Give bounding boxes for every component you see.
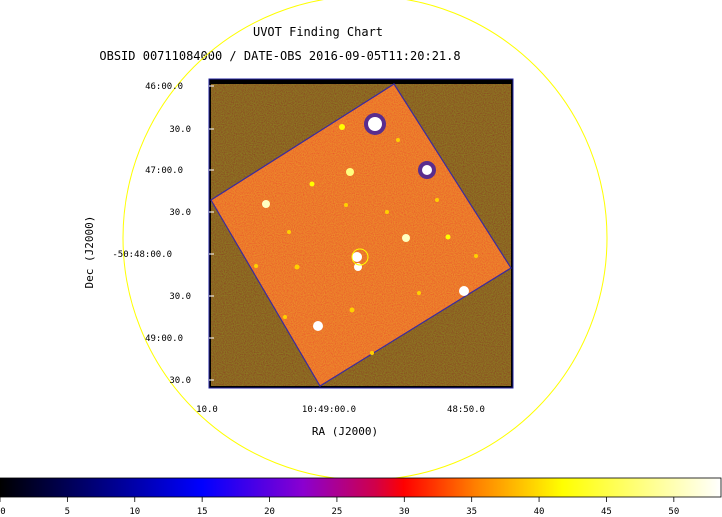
star: [435, 198, 439, 202]
x-tick-label: 10:49:00.0: [302, 405, 356, 415]
stars: [254, 113, 478, 355]
star: [474, 254, 478, 258]
colorbar-tick-label: 20: [264, 507, 275, 517]
exposure-edge: [210, 83, 512, 387]
x-axis-label: RA (J2000): [312, 425, 378, 438]
y-tick-label: 47:00.0: [145, 166, 183, 176]
colorbar-tick-label: 10: [129, 507, 140, 517]
plot-border: [208, 78, 514, 389]
colorbar-tick-label: 25: [331, 507, 342, 517]
star: [294, 264, 300, 270]
star: [370, 351, 374, 355]
star: [417, 291, 421, 295]
star: [385, 210, 389, 214]
colorbar-gradient: [0, 477, 722, 498]
target-circle: [351, 248, 369, 266]
star: [349, 307, 355, 313]
colorbar-tick-label: 40: [534, 507, 545, 517]
star: [309, 181, 315, 187]
star: [287, 230, 291, 234]
colorbar-tick-label: 45: [601, 507, 612, 517]
y-tick-label: 30.0: [169, 376, 191, 386]
y-tick-label: 30.0: [169, 292, 191, 302]
star: [339, 124, 345, 130]
star: [396, 138, 400, 142]
colorbar-tick-label: 50: [668, 507, 679, 517]
colorbar-tick-label: 15: [197, 507, 208, 517]
star: [352, 252, 362, 262]
star: [344, 203, 348, 207]
y-axis-label: Dec (J2000): [83, 216, 96, 289]
colorbar-tick-label: 5: [65, 507, 70, 517]
colorbar-tick-label: 0: [0, 507, 5, 517]
y-tick-label: 46:00.0: [145, 82, 183, 92]
colorbar-tick-label: 30: [399, 507, 410, 517]
chart-title: UVOT Finding Chart: [253, 25, 383, 39]
y-tick-label: 49:00.0: [145, 334, 183, 344]
x-tick-label: 48:50.0: [447, 405, 485, 415]
y-tick-label: -50:48:00.0: [112, 250, 172, 260]
star: [422, 165, 432, 175]
star: [346, 168, 354, 176]
image-frame: [208, 78, 514, 389]
chart-subtitle: OBSID 00711084000 / DATE-OBS 2016-09-05T…: [99, 49, 460, 63]
y-tick-label: 30.0: [169, 125, 191, 135]
colorbar-tick-label: 35: [466, 507, 477, 517]
y-tick-label: 30.0: [169, 208, 191, 218]
star: [283, 315, 287, 319]
star: [254, 264, 258, 268]
y-tick-marks: [209, 85, 214, 381]
colorbar-ticks: 0 5 10 15 20 25 30 35 40 45 50: [0, 497, 679, 517]
star: [368, 117, 382, 131]
star: [262, 200, 270, 208]
star: [445, 234, 451, 240]
image-noise: [211, 84, 511, 386]
colorbar: 0 5 10 15 20 25 30 35 40 45 50: [0, 477, 722, 517]
x-tick-label: 10.0: [196, 405, 218, 415]
star: [402, 234, 410, 242]
star: [354, 263, 362, 271]
star: [459, 286, 469, 296]
star: [313, 321, 323, 331]
